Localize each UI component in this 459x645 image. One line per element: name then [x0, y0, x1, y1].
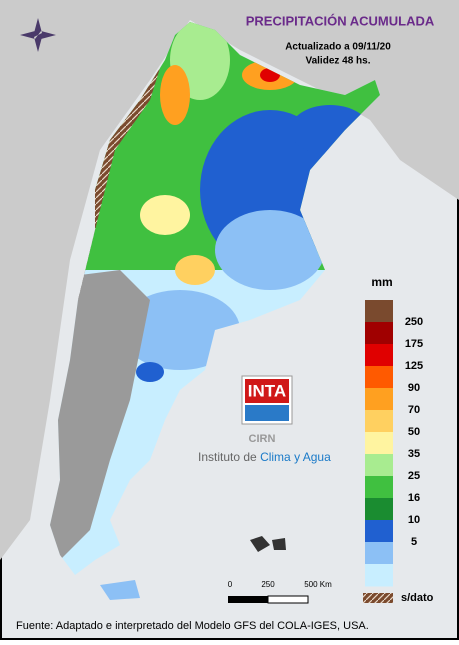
- legend-label: 125: [405, 360, 423, 372]
- legend-swatch: [365, 300, 393, 323]
- legend-swatch: [365, 432, 393, 455]
- legend-swatch: [365, 410, 393, 433]
- scale-bar: [228, 595, 309, 604]
- legend-label: 70: [408, 404, 420, 416]
- inta-logo: [241, 375, 293, 425]
- legend-label: 250: [405, 316, 423, 328]
- logo-name: INTA: [248, 381, 286, 400]
- legend-swatch: [365, 564, 393, 587]
- institute: Instituto de Clima y Agua: [198, 450, 331, 464]
- no-data-label: s/dato: [401, 592, 434, 604]
- legend-label: 16: [408, 492, 420, 504]
- legend-label: 10: [408, 514, 420, 526]
- legend-label: 175: [405, 338, 423, 350]
- scale-label: 500 Km: [304, 580, 332, 589]
- legend-swatch: [365, 344, 393, 367]
- title: PRECIPITACIÓN ACUMULADA: [246, 13, 435, 28]
- legend-swatch: [365, 498, 393, 521]
- legend-label: 90: [408, 382, 420, 394]
- updated: Actualizado a 09/11/20: [285, 42, 391, 53]
- logo-center: CIRN: [249, 433, 276, 445]
- legend-label: 25: [408, 470, 420, 482]
- legend-swatch: [365, 454, 393, 477]
- footer: Fuente: Adaptado e interpretado del Mode…: [16, 620, 369, 632]
- scale-label: 250: [261, 580, 275, 589]
- legend-swatch: [365, 388, 393, 411]
- no-data-swatch: [363, 593, 393, 603]
- institute-prefix: Instituto de: [198, 450, 257, 464]
- legend-label: 50: [408, 426, 420, 438]
- legend-swatch: [365, 520, 393, 543]
- legend-unit: mm: [371, 275, 392, 289]
- islands: [250, 536, 286, 552]
- institute-highlight: Clima y Agua: [260, 450, 331, 464]
- legend-swatch: [365, 366, 393, 389]
- compass: [20, 18, 56, 52]
- scale-label: 0: [228, 580, 233, 589]
- validity: Validez 48 hs.: [305, 56, 370, 67]
- legend-label: 35: [408, 448, 420, 460]
- legend-swatch: [365, 542, 393, 565]
- legend: 250 175 125 90 70 50 35 25 16 10 5: [365, 300, 423, 587]
- legend-label: 5: [411, 536, 417, 548]
- neighbor-land: [0, 0, 459, 560]
- legend-swatch: [365, 476, 393, 499]
- legend-swatch: [365, 322, 393, 345]
- tierra-del-fuego: [100, 580, 140, 600]
